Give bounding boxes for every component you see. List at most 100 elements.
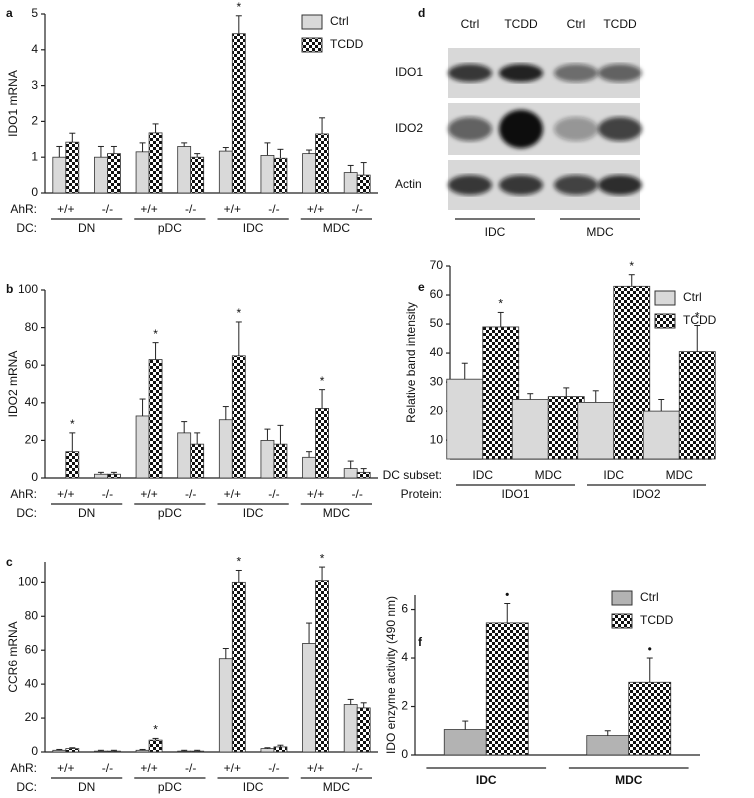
blot-band: [598, 64, 642, 82]
y-tick-label: 1: [31, 149, 38, 163]
legend-label: TCDD: [640, 613, 674, 627]
group-label: MDC: [323, 506, 351, 520]
y-tick-label: 6: [401, 602, 408, 616]
significance-mark: •: [648, 642, 652, 656]
x-tick-label: MDC: [615, 773, 643, 787]
y-tick-label: 2: [31, 114, 38, 128]
bar: [343, 704, 358, 753]
y-tick-label: 100: [18, 282, 38, 296]
bar: [260, 748, 275, 753]
y-axis-label: Relative band intensity: [404, 302, 418, 423]
error-bar: [181, 749, 188, 752]
bar: [52, 156, 67, 194]
x-tick-label: +/+: [307, 487, 324, 501]
category-row-label: AhR:: [10, 761, 37, 775]
bar: [260, 155, 275, 194]
lane-label: Ctrl: [567, 17, 586, 31]
legend-label: Ctrl: [640, 590, 659, 604]
error-bar: [110, 471, 117, 475]
significance-mark: *: [153, 327, 158, 341]
y-tick-label: 0: [31, 185, 38, 199]
y-tick-label: 0: [401, 747, 408, 761]
bar: [135, 749, 150, 753]
bar: [302, 643, 316, 753]
y-axis-label: IDO1 mRNA: [6, 70, 20, 137]
x-tick-label: -/-: [352, 487, 363, 501]
bar: [231, 33, 246, 194]
bar: [65, 748, 80, 753]
error-bar: [235, 321, 242, 356]
x-tick-label: -/-: [102, 761, 113, 775]
y-axis-label: IDO enzyme activity (490 nm): [384, 596, 398, 754]
bar: [107, 473, 121, 479]
significance-mark: *: [320, 551, 325, 565]
bar: [642, 410, 680, 460]
bar: [273, 157, 288, 194]
x-tick-label: -/-: [102, 202, 113, 216]
error-bar: [139, 398, 146, 416]
bar: [443, 729, 487, 756]
error-bar: [504, 602, 511, 623]
y-axis-label: IDO2 mRNA: [6, 351, 20, 418]
category-row-label: DC subset:: [383, 468, 442, 482]
category-row-label: AhR:: [10, 202, 37, 216]
error-bar: [277, 744, 284, 747]
error-bar: [306, 451, 313, 458]
blot-band: [499, 109, 543, 149]
bar: [107, 153, 121, 194]
y-tick-label: 60: [25, 642, 39, 656]
bar: [107, 750, 121, 753]
x-tick-label: -/-: [185, 202, 196, 216]
bar: [218, 658, 233, 753]
group-label: IDC: [243, 506, 264, 520]
bar: [177, 432, 192, 479]
error-bar: [306, 149, 313, 154]
y-tick-label: 40: [25, 395, 39, 409]
error-bar: [139, 748, 146, 751]
bar: [190, 156, 205, 194]
significance-mark: *: [498, 297, 503, 311]
x-tick-label: +/+: [140, 202, 157, 216]
error-bar: [319, 566, 326, 581]
bar: [260, 439, 275, 479]
error-bar: [97, 471, 104, 475]
blot-group-label: IDC: [485, 225, 506, 239]
panel-letter: e: [418, 280, 425, 294]
panel-letter: a: [6, 6, 13, 20]
error-bar: [194, 153, 201, 158]
legend-swatch: [611, 613, 633, 629]
group-label: IDO2: [632, 487, 660, 501]
y-tick-label: 60: [25, 357, 39, 371]
error-bar: [194, 432, 201, 445]
bar: [218, 150, 233, 194]
error-bar: [222, 406, 229, 420]
error-bar: [152, 737, 159, 741]
bar: [678, 351, 716, 460]
error-bar: [110, 145, 117, 154]
bar: [511, 399, 549, 460]
error-bar: [628, 274, 635, 287]
x-tick-label: MDC: [535, 468, 563, 482]
error-bar: [347, 698, 354, 705]
error-bar: [319, 117, 326, 134]
bar: [148, 739, 163, 753]
blot-band: [499, 64, 543, 82]
lane-label: TCDD: [603, 17, 637, 31]
error-bar: [277, 424, 284, 445]
bar: [65, 141, 80, 194]
blot-band: [448, 64, 492, 82]
legend-swatch: [611, 590, 633, 606]
significance-mark: *: [236, 0, 241, 14]
group-label: IDO1: [501, 487, 529, 501]
blot-band: [598, 117, 642, 141]
error-bar: [97, 749, 104, 752]
y-tick-label: 4: [31, 42, 38, 56]
y-tick-label: 20: [430, 403, 444, 417]
group-label: IDC: [243, 221, 264, 235]
error-bar: [139, 142, 146, 152]
category-row-label: AhR:: [10, 487, 37, 501]
bar: [148, 359, 163, 479]
error-bar: [347, 164, 354, 173]
bar: [315, 408, 329, 479]
